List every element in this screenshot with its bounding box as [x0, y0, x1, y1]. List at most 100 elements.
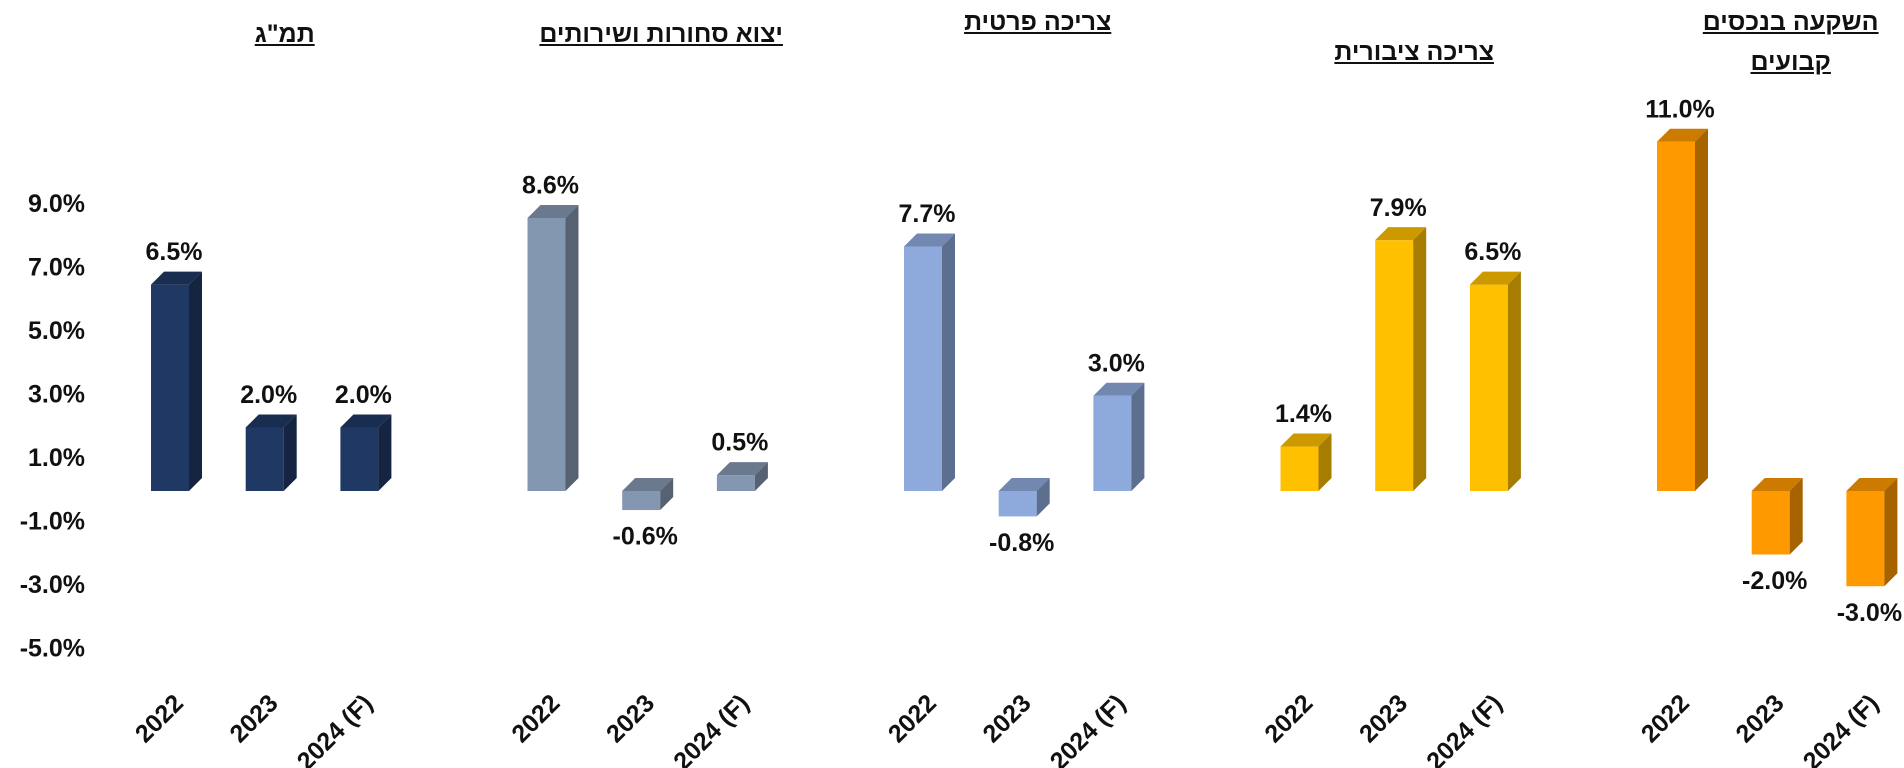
- y-tick-label: 7.0%: [28, 253, 85, 281]
- x-tick-label: 2023: [977, 689, 1036, 748]
- bar: [904, 233, 955, 491]
- bar: [1375, 227, 1427, 492]
- value-label: 11.0%: [1645, 95, 1715, 123]
- bar-side: [1318, 433, 1332, 491]
- x-tick-label: 2024 (F): [1798, 689, 1885, 768]
- panel-title: צריכה פרטית: [964, 8, 1112, 36]
- x-tick-label: 2022: [1259, 689, 1318, 748]
- y-tick-label: 5.0%: [28, 317, 85, 345]
- bar-side: [942, 233, 955, 491]
- bar-front: [1280, 446, 1319, 491]
- bar-front: [1751, 491, 1790, 555]
- x-tick-label: 2022: [506, 689, 565, 748]
- bar-front: [340, 427, 379, 491]
- x-tick-label: 2022: [130, 689, 189, 748]
- value-label: 2.0%: [335, 381, 392, 409]
- bar-top: [1469, 271, 1521, 285]
- bar-side: [283, 414, 297, 491]
- value-label: 8.6%: [522, 172, 579, 200]
- x-tick-label: 2024 (F): [668, 689, 755, 768]
- bar: [1846, 478, 1898, 587]
- bar-side: [378, 414, 392, 491]
- bar: [622, 478, 674, 511]
- bar-front: [904, 246, 942, 491]
- y-tick-label: -5.0%: [20, 634, 85, 662]
- bar-side: [1036, 478, 1050, 517]
- bar-top: [998, 478, 1050, 491]
- value-label: -3.0%: [1837, 599, 1902, 627]
- value-label: 2.0%: [240, 381, 297, 409]
- bar-side: [1695, 128, 1708, 491]
- bar-side: [565, 204, 579, 491]
- bar-front: [1469, 284, 1508, 491]
- bar-front: [245, 427, 284, 491]
- x-tick-label: 2023: [1354, 689, 1413, 748]
- bar-front: [151, 284, 189, 491]
- bar-top: [1375, 227, 1427, 241]
- bar: [1657, 128, 1708, 491]
- bar: [1751, 478, 1803, 555]
- value-label: -0.8%: [989, 529, 1054, 557]
- bar-top: [1657, 128, 1708, 142]
- value-label: -2.0%: [1742, 567, 1807, 595]
- bar-top: [1846, 478, 1898, 491]
- bar: [1469, 271, 1521, 491]
- bar: [151, 271, 202, 491]
- x-tick-label: 2024 (F): [1045, 689, 1132, 768]
- bar-front: [1375, 240, 1414, 491]
- bar: [1093, 382, 1145, 491]
- x-tick-label: 2022: [1636, 689, 1695, 748]
- panel-title: השקעה בנכסים קבועים: [1702, 8, 1879, 76]
- panel-title: תמ"ג: [254, 20, 315, 48]
- bar-front: [1657, 141, 1695, 491]
- bar-top: [904, 233, 955, 247]
- y-tick-label: 3.0%: [28, 380, 85, 408]
- value-label: 6.5%: [146, 238, 203, 266]
- x-tick-label: 2023: [224, 689, 283, 748]
- x-tick-label: 2022: [883, 689, 942, 748]
- y-tick-label: 9.0%: [28, 190, 85, 218]
- bar-top: [622, 478, 674, 491]
- bar: [998, 478, 1050, 517]
- bar-side: [1507, 271, 1521, 491]
- bar-side: [1884, 478, 1898, 587]
- value-label: 6.5%: [1464, 238, 1521, 266]
- x-tick-label: 2023: [1730, 689, 1789, 748]
- value-label: -0.6%: [613, 523, 678, 551]
- bar-front: [716, 475, 755, 491]
- bar-top: [1093, 382, 1145, 396]
- bar-side: [189, 271, 202, 491]
- bar-front: [1093, 395, 1132, 491]
- bar-top: [527, 204, 579, 218]
- value-label: 3.0%: [1088, 349, 1145, 377]
- bar: [245, 414, 297, 491]
- bar: [1280, 433, 1332, 491]
- bar: [716, 462, 768, 491]
- bar-top: [1751, 478, 1803, 491]
- bar-front: [527, 217, 566, 491]
- bar-side: [1413, 227, 1427, 492]
- bar: [340, 414, 392, 491]
- bar-side: [660, 478, 674, 511]
- bar-side: [1131, 382, 1145, 491]
- bar-side: [754, 462, 768, 491]
- x-tick-label: 2024 (F): [292, 689, 379, 768]
- panel-title: צריכה ציבורית: [1334, 38, 1494, 66]
- y-tick-label: 1.0%: [28, 444, 85, 472]
- bar-top: [1280, 433, 1332, 447]
- bar-top: [340, 414, 392, 428]
- bar-top: [245, 414, 297, 428]
- x-tick-label: 2023: [601, 689, 660, 748]
- bar: [527, 204, 579, 491]
- value-label: 7.7%: [899, 200, 956, 228]
- x-tick-label: 2024 (F): [1421, 689, 1508, 768]
- value-label: 1.4%: [1275, 400, 1332, 428]
- value-label: 0.5%: [711, 429, 768, 457]
- y-tick-label: -1.0%: [20, 507, 85, 535]
- bar-front: [622, 491, 661, 511]
- bar-front: [1846, 491, 1885, 587]
- y-tick-label: -3.0%: [20, 571, 85, 599]
- bar-side: [1789, 478, 1803, 555]
